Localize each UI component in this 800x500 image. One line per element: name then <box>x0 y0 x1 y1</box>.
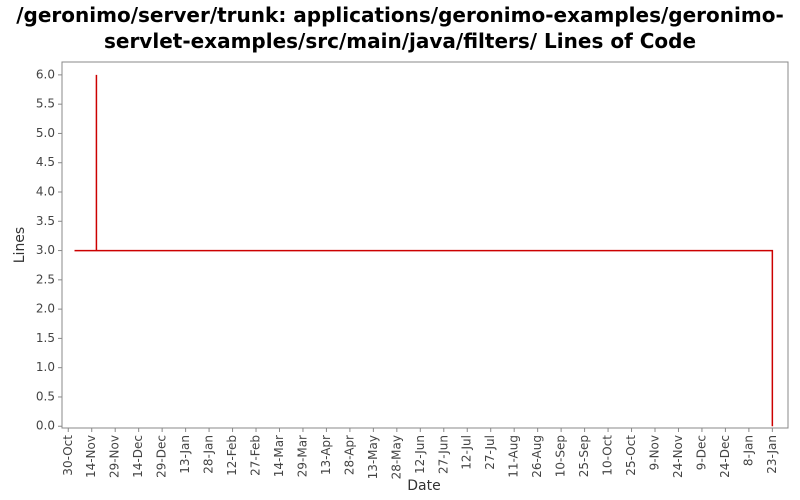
x-tick-label: 8-Jan <box>741 435 755 466</box>
x-tick-label: 10-Oct <box>601 435 615 476</box>
y-tick-label: 2.5 <box>36 272 55 286</box>
x-tick-label: 14-Dec <box>131 435 145 478</box>
x-tick-label: 27-Feb <box>249 435 263 476</box>
x-tick-label: 27-Jun <box>436 435 450 474</box>
x-tick-label: 24-Dec <box>718 435 732 478</box>
x-tick-label: 26-Aug <box>530 435 544 478</box>
x-tick-label: 10-Sep <box>554 435 568 477</box>
x-tick-label: 14-Nov <box>84 435 98 478</box>
y-tick-label: 6.0 <box>36 67 55 81</box>
y-tick-label: 4.0 <box>36 185 55 199</box>
x-tick-label: 28-Jan <box>202 435 216 474</box>
x-tick-label: 12-Jul <box>460 435 474 470</box>
x-tick-label: 13-Jan <box>178 435 192 474</box>
x-tick-label: 29-Nov <box>108 435 122 478</box>
x-tick-label: 9-Nov <box>648 435 662 470</box>
x-tick-label: 12-Feb <box>225 435 239 476</box>
x-tick-label: 27-Jul <box>483 435 497 470</box>
y-tick-label: 3.5 <box>36 214 55 228</box>
x-tick-label: 25-Sep <box>577 435 591 477</box>
y-tick-label: 0.5 <box>36 389 55 403</box>
x-tick-label: 13-May <box>366 435 380 479</box>
x-tick-label: 25-Oct <box>624 435 638 476</box>
y-tick-label: 1.0 <box>36 360 55 374</box>
y-tick-label: 1.5 <box>36 331 55 345</box>
y-tick-label: 0.0 <box>36 419 55 433</box>
x-tick-label: 9-Dec <box>694 435 708 470</box>
y-tick-label: 2.0 <box>36 302 55 316</box>
chart-title: /geronimo/server/trunk: applications/ger… <box>16 3 784 53</box>
x-tick-label: 29-Dec <box>155 435 169 478</box>
x-tick-label: 30-Oct <box>61 435 75 476</box>
y-tick-label: 3.0 <box>36 243 55 257</box>
x-tick-label: 14-Mar <box>272 435 286 477</box>
plot-area <box>61 61 789 429</box>
x-tick-label: 13-Apr <box>319 435 333 475</box>
x-tick-label: 28-May <box>389 435 403 479</box>
y-axis-label: Lines <box>12 227 28 263</box>
x-tick-label: 23-Jan <box>765 435 779 474</box>
x-tick-label: 29-Mar <box>295 435 309 477</box>
x-tick-label: 11-Aug <box>507 435 521 478</box>
x-axis-label: Date <box>407 478 440 494</box>
x-tick-label: 28-Apr <box>342 435 356 475</box>
y-tick-label: 5.5 <box>36 97 55 111</box>
data-line <box>74 74 774 427</box>
y-tick-label: 4.5 <box>36 155 55 169</box>
x-tick-label: 24-Nov <box>671 435 685 478</box>
x-tick-label: 12-Jun <box>413 435 427 474</box>
y-tick-label: 5.0 <box>36 126 55 140</box>
